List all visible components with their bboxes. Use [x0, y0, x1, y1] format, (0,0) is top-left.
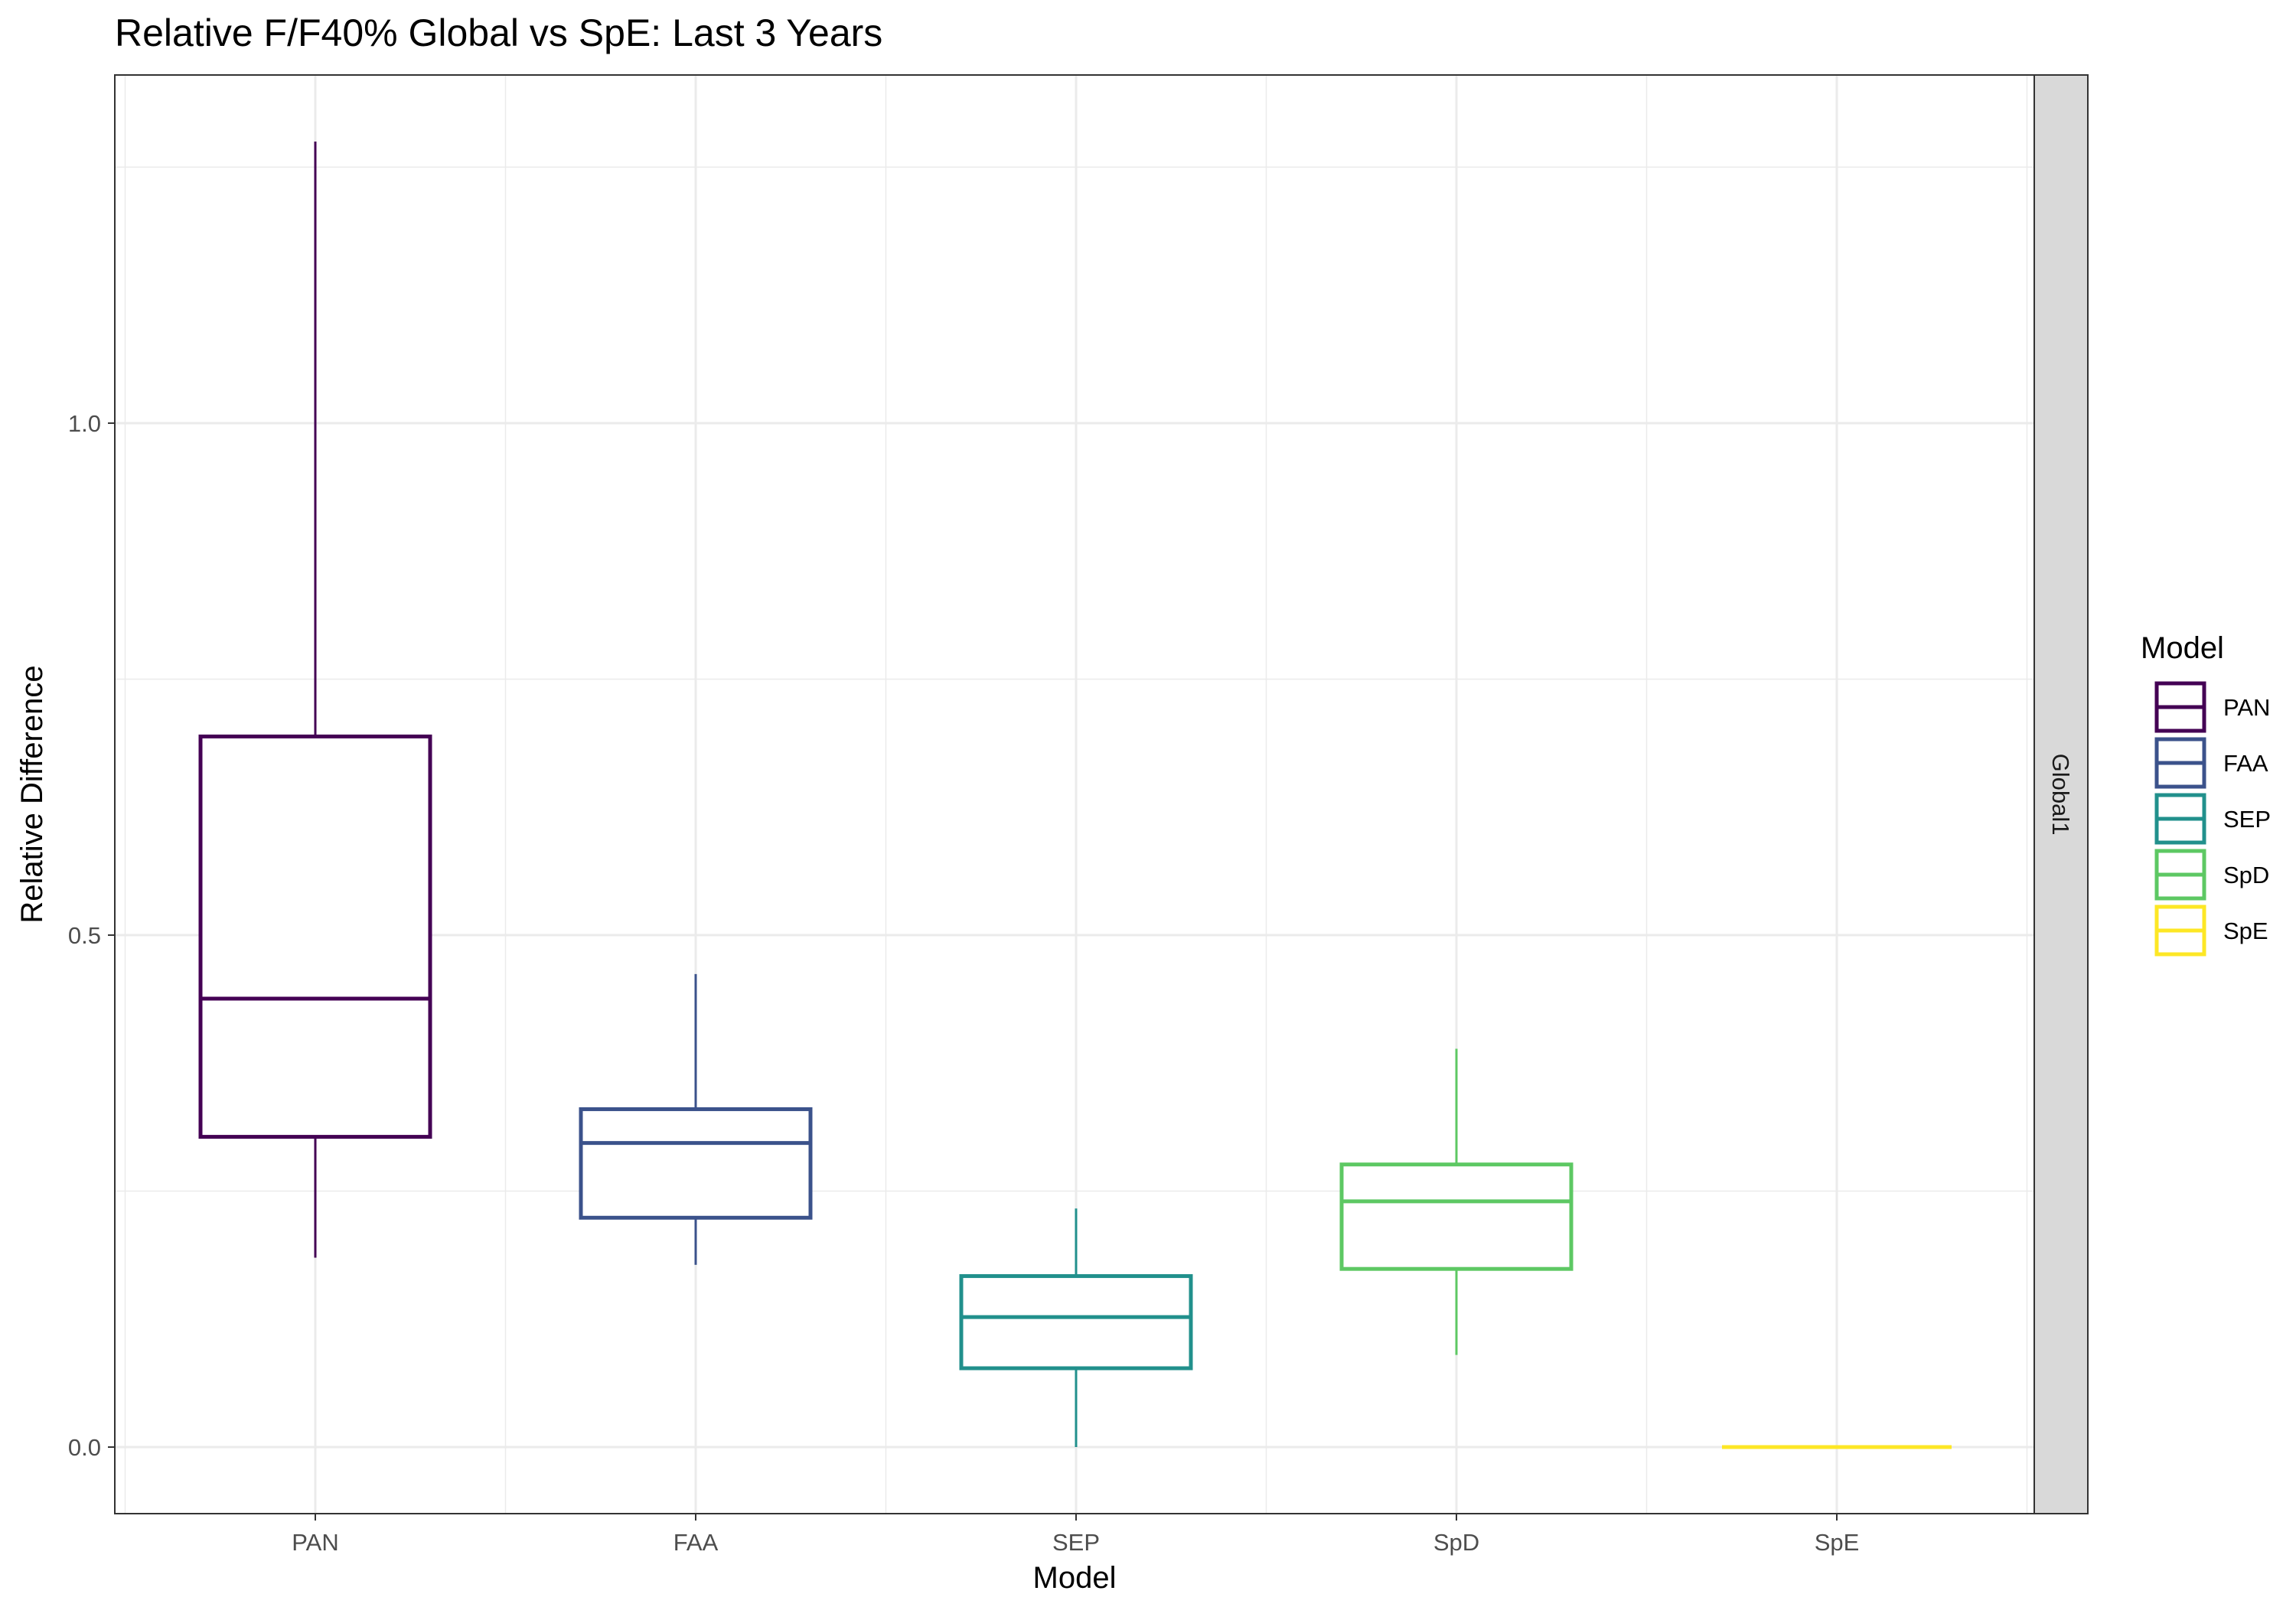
y-tick-label: 0.5 — [68, 922, 101, 949]
y-tick-label: 0.0 — [68, 1434, 101, 1461]
x-tick-label: SpE — [1815, 1529, 1860, 1556]
legend-label: PAN — [2223, 694, 2270, 721]
legend-item-spd: SpD — [2154, 849, 2269, 901]
legend-label: FAA — [2223, 750, 2268, 777]
box-iqr — [579, 1107, 813, 1220]
box-pan — [198, 141, 432, 1258]
legend-item-faa: FAA — [2154, 737, 2268, 789]
legend-label: SEP — [2223, 806, 2271, 833]
facet-strip: Global1 — [2033, 74, 2089, 1514]
y-axis: 0.0 0.5 1.0 — [68, 410, 115, 1461]
x-tick-label: FAA — [673, 1529, 719, 1556]
legend-label: SpE — [2223, 918, 2268, 944]
x-axis-title: Model — [1033, 1561, 1117, 1595]
facet-strip-background — [2033, 74, 2089, 1514]
box-sep — [959, 1208, 1193, 1448]
legend: Model PAN FAA SEP SpD SpE — [2141, 631, 2271, 957]
box-layer — [198, 141, 1952, 1449]
legend-item-spe: SpE — [2154, 905, 2268, 957]
legend-item-sep: SEP — [2154, 793, 2271, 845]
box-faa — [579, 973, 813, 1265]
box-iqr — [959, 1274, 1193, 1371]
box-spd — [1339, 1048, 1574, 1355]
x-tick-label: SpD — [1433, 1529, 1479, 1556]
chart-title: Relative F/F40% Global vs SpE: Last 3 Ye… — [115, 11, 882, 54]
facet-strip-label: Global1 — [2047, 754, 2074, 836]
legend-title: Model — [2141, 631, 2224, 665]
box-iqr — [1339, 1162, 1574, 1271]
legend-items: PAN FAA SEP SpD SpE — [2154, 681, 2271, 957]
legend-item-pan: PAN — [2154, 681, 2270, 733]
y-axis-title: Relative Difference — [15, 665, 49, 923]
x-tick-label: SEP — [1052, 1529, 1100, 1556]
x-tick-label: PAN — [292, 1529, 338, 1556]
legend-label: SpD — [2223, 862, 2269, 888]
y-tick-label: 1.0 — [68, 410, 101, 437]
x-axis: PAN FAA SEP SpD SpE — [292, 1514, 1859, 1556]
box-iqr — [198, 734, 432, 1139]
